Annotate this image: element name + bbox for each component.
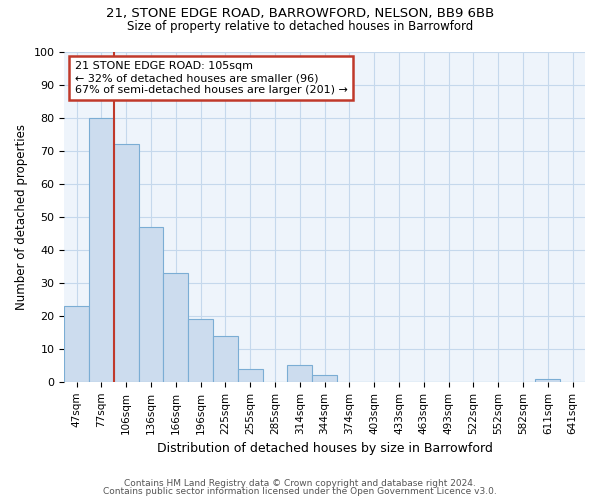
Text: Contains public sector information licensed under the Open Government Licence v3: Contains public sector information licen… — [103, 487, 497, 496]
Bar — [238, 368, 263, 382]
Text: 21, STONE EDGE ROAD, BARROWFORD, NELSON, BB9 6BB: 21, STONE EDGE ROAD, BARROWFORD, NELSON,… — [106, 8, 494, 20]
Bar — [535, 378, 560, 382]
Text: 21 STONE EDGE ROAD: 105sqm
← 32% of detached houses are smaller (96)
67% of semi: 21 STONE EDGE ROAD: 105sqm ← 32% of deta… — [74, 62, 347, 94]
Y-axis label: Number of detached properties: Number of detached properties — [15, 124, 28, 310]
Text: Contains HM Land Registry data © Crown copyright and database right 2024.: Contains HM Land Registry data © Crown c… — [124, 478, 476, 488]
Text: Size of property relative to detached houses in Barrowford: Size of property relative to detached ho… — [127, 20, 473, 33]
Bar — [89, 118, 114, 382]
Bar — [114, 144, 139, 382]
Bar — [213, 336, 238, 382]
Bar — [287, 366, 312, 382]
Bar — [64, 306, 89, 382]
Bar — [312, 375, 337, 382]
Bar — [139, 226, 163, 382]
Bar — [163, 273, 188, 382]
Bar — [188, 319, 213, 382]
X-axis label: Distribution of detached houses by size in Barrowford: Distribution of detached houses by size … — [157, 442, 493, 455]
